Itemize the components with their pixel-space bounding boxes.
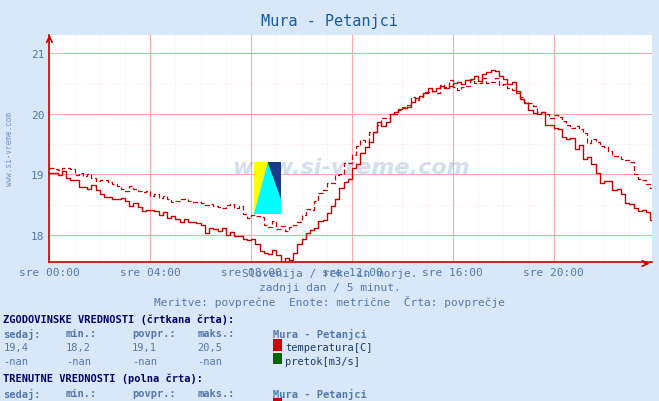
Text: sedaj:: sedaj: [3,328,41,340]
Text: 20,5: 20,5 [198,342,223,352]
Text: min.:: min.: [66,387,97,397]
Text: Slovenija / reke in morje.: Slovenija / reke in morje. [242,269,417,279]
Text: povpr.:: povpr.: [132,387,175,397]
Text: Mura - Petanjci: Mura - Petanjci [261,14,398,29]
Text: Mura - Petanjci: Mura - Petanjci [273,328,367,340]
Text: zadnji dan / 5 minut.: zadnji dan / 5 minut. [258,282,401,292]
Text: 19,4: 19,4 [3,342,28,352]
Text: min.:: min.: [66,328,97,338]
Text: -nan: -nan [198,356,223,366]
Text: sedaj:: sedaj: [3,387,41,399]
Text: temperatura[C]: temperatura[C] [285,342,373,352]
Text: Mura - Petanjci: Mura - Petanjci [273,387,367,399]
Text: povpr.:: povpr.: [132,328,175,338]
Text: maks.:: maks.: [198,328,235,338]
Text: ZGODOVINSKE VREDNOSTI (črtkana črta):: ZGODOVINSKE VREDNOSTI (črtkana črta): [3,314,235,324]
Text: 18,2: 18,2 [66,342,91,352]
Text: -nan: -nan [66,356,91,366]
Polygon shape [268,162,281,199]
Text: pretok[m3/s]: pretok[m3/s] [285,356,360,366]
Text: 19,1: 19,1 [132,342,157,352]
Text: Meritve: povprečne  Enote: metrične  Črta: povprečje: Meritve: povprečne Enote: metrične Črta:… [154,295,505,307]
Text: -nan: -nan [3,356,28,366]
Text: www.si-vreme.com: www.si-vreme.com [5,111,14,185]
Text: TRENUTNE VREDNOSTI (polna črta):: TRENUTNE VREDNOSTI (polna črta): [3,373,203,383]
Text: www.si-vreme.com: www.si-vreme.com [232,158,470,178]
Text: -nan: -nan [132,356,157,366]
Polygon shape [254,162,281,215]
Polygon shape [254,162,268,215]
Text: maks.:: maks.: [198,387,235,397]
